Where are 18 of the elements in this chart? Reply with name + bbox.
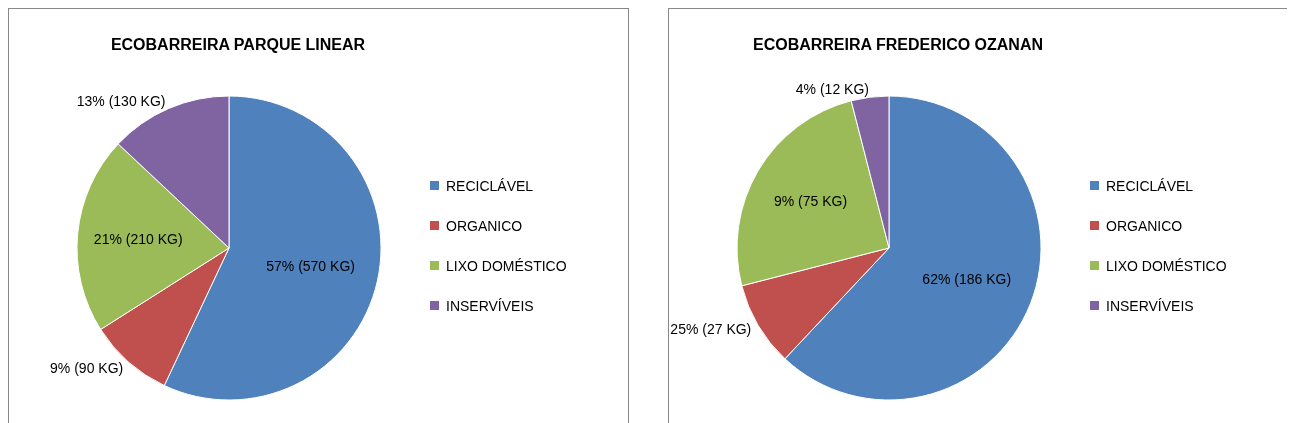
data-label: 9% (90 KG) bbox=[50, 359, 124, 376]
chart-title: ECOBARREIRA PARQUE LINEAR bbox=[110, 36, 366, 53]
data-label: 9% (75 KG) bbox=[773, 193, 848, 210]
data-label: 21% (210 KG) bbox=[93, 231, 183, 248]
legend-label: INSERVÍVEIS bbox=[1106, 297, 1194, 314]
legend-label: ORGANICO bbox=[446, 217, 523, 234]
legend-label: LIXO DOMÉSTICO bbox=[446, 257, 567, 274]
legend-label: LIXO DOMÉSTICO bbox=[1106, 257, 1227, 274]
chart-title: ECOBARREIRA FREDERICO OZANAN bbox=[752, 36, 1044, 53]
legend-label: RECICLÁVEL bbox=[446, 177, 534, 194]
data-label: 57% (570 KG) bbox=[266, 258, 355, 275]
data-label: 25% (27 KG) bbox=[670, 321, 752, 338]
data-label: 62% (186 KG) bbox=[922, 270, 1012, 287]
legend-label: RECICLÁVEL bbox=[1106, 177, 1194, 194]
data-label: 13% (130 KG) bbox=[76, 93, 166, 110]
legend-label: ORGANICO bbox=[1106, 217, 1183, 234]
legend-label: INSERVÍVEIS bbox=[446, 297, 534, 314]
data-label: 4% (12 KG) bbox=[795, 81, 869, 98]
